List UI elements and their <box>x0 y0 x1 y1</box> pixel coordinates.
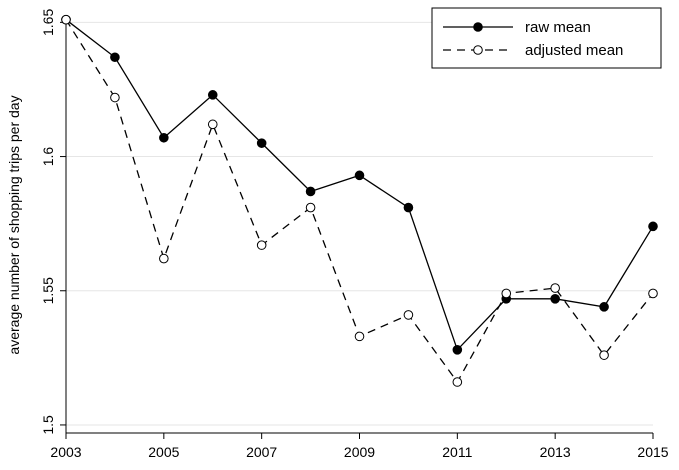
data-point-raw-mean <box>207 90 218 100</box>
data-point-adjusted-mean <box>61 14 71 25</box>
data-point-raw-mean <box>403 202 414 213</box>
y-tick-label: 1.65 <box>40 9 56 36</box>
data-point-adjusted-mean <box>599 350 609 360</box>
legend-adjusted-mean-marker <box>473 45 483 55</box>
data-point-adjusted-mean <box>207 119 218 130</box>
legend-raw-mean-marker <box>473 22 483 32</box>
x-tick-label: 2007 <box>246 444 277 460</box>
data-point-raw-mean <box>159 132 169 143</box>
data-point-raw-mean <box>648 221 658 232</box>
x-tick-label: 2003 <box>50 444 81 460</box>
y-tick-label: 1.55 <box>40 277 56 304</box>
data-point-raw-mean <box>354 170 365 181</box>
data-point-raw-mean <box>452 345 463 355</box>
data-point-adjusted-mean <box>648 288 658 299</box>
y-tick-label: 1.6 <box>40 147 56 167</box>
series-layer <box>61 14 658 387</box>
data-point-adjusted-mean <box>550 283 560 293</box>
data-point-adjusted-mean <box>403 310 414 320</box>
data-point-raw-mean <box>305 186 316 197</box>
data-point-raw-mean <box>256 138 267 148</box>
legend-label-adjusted-mean: adjusted mean <box>525 42 623 59</box>
data-point-adjusted-mean <box>354 331 365 342</box>
data-point-raw-mean <box>599 302 609 312</box>
data-point-adjusted-mean <box>305 202 316 213</box>
axes <box>60 15 654 439</box>
data-point-raw-mean <box>550 294 560 304</box>
data-point-adjusted-mean <box>452 377 463 387</box>
data-point-raw-mean <box>110 52 120 63</box>
data-point-adjusted-mean <box>501 288 512 299</box>
data-point-adjusted-mean <box>256 240 267 250</box>
y-tick-label: 1.5 <box>40 415 56 435</box>
tick-labels: 1.5 1.55 1.6 1.65 2003 2005 2007 2009 2011 2013 20… <box>40 9 669 460</box>
x-tick-label: 2009 <box>344 444 375 460</box>
x-tick-label: 2011 <box>442 444 472 460</box>
legend: raw mean adjusted mean <box>431 7 662 69</box>
data-point-adjusted-mean <box>110 92 120 103</box>
y-axis-title: average number of shopping trips per day <box>6 95 22 354</box>
legend-box <box>431 7 662 69</box>
x-tick-label: 2015 <box>637 444 668 460</box>
data-point-adjusted-mean <box>159 253 169 264</box>
x-tick-label: 2005 <box>148 444 179 460</box>
legend-label-raw-mean: raw mean <box>525 19 591 36</box>
x-tick-label: 2013 <box>540 444 571 460</box>
